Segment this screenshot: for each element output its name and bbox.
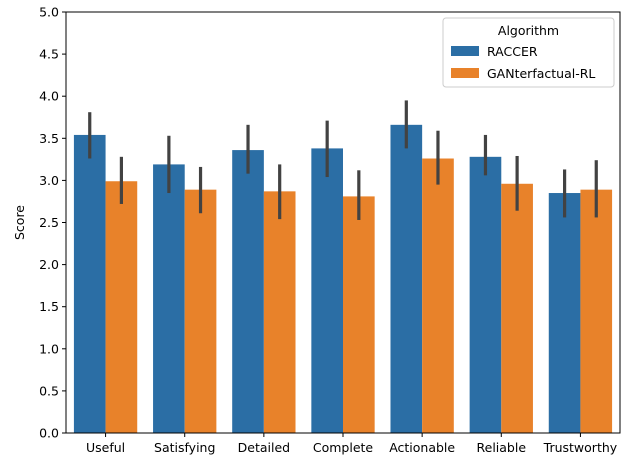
y-tick-label: 4.0 xyxy=(39,89,59,104)
y-tick-label: 1.0 xyxy=(39,341,59,356)
bar-ganterfactual-rl xyxy=(422,158,454,433)
x-tick-label: Useful xyxy=(86,440,125,455)
y-tick-label: 0.5 xyxy=(39,383,59,398)
legend-title: Algorithm xyxy=(498,23,559,38)
legend-swatch xyxy=(451,68,479,78)
x-axis: Useful Satisfying Detailed Complete Actionab… xyxy=(86,433,618,455)
bar-raccer xyxy=(548,193,581,433)
x-tick-label: Trustworthy xyxy=(543,440,618,455)
y-tick-label: 5.0 xyxy=(39,5,59,20)
legend-swatch xyxy=(451,46,479,56)
y-tick-label: 3.0 xyxy=(39,173,59,188)
bar-ganterfactual-rl xyxy=(343,196,375,433)
error-bars-layer xyxy=(88,100,598,220)
legend-label: RACCER xyxy=(487,44,538,59)
bar-raccer xyxy=(469,156,502,433)
x-tick-label: Reliable xyxy=(477,440,527,455)
bar-raccer xyxy=(390,124,423,433)
x-tick-label: Satisfying xyxy=(154,440,215,455)
bar-ganterfactual-rl xyxy=(580,189,613,433)
bar-raccer xyxy=(232,150,264,433)
bar-raccer xyxy=(73,134,106,433)
bar-ganterfactual-rl xyxy=(105,181,138,433)
y-tick-label: 1.5 xyxy=(39,299,59,314)
y-tick-label: 3.5 xyxy=(39,131,59,146)
bar-ganterfactual-rl xyxy=(263,191,296,433)
y-tick-label: 0.0 xyxy=(39,426,59,441)
y-tick-label: 2.0 xyxy=(39,257,59,272)
bar-ganterfactual-rl xyxy=(184,189,217,433)
y-tick-label: 4.5 xyxy=(39,47,59,62)
y-axis: 0.0 0.5 1.0 1.5 2.0 2.5 3.0 3.5 4.0 4.5 5.0 xyxy=(39,5,66,441)
legend: Algorithm RACCER GANterfactual-RL xyxy=(442,17,615,88)
y-axis-label: Score xyxy=(12,205,27,240)
legend-label: GANterfactual-RL xyxy=(487,66,595,81)
x-tick-label: Complete xyxy=(313,440,374,455)
bar-raccer xyxy=(153,164,185,434)
x-tick-label: Detailed xyxy=(238,440,290,455)
plot-frame xyxy=(65,11,621,434)
bar-raccer xyxy=(311,148,343,434)
bars-layer xyxy=(73,124,613,434)
legend-box xyxy=(442,17,615,88)
x-tick-label: Actionable xyxy=(389,440,455,455)
y-tick-label: 2.5 xyxy=(39,215,59,230)
bar-ganterfactual-rl xyxy=(501,183,533,433)
